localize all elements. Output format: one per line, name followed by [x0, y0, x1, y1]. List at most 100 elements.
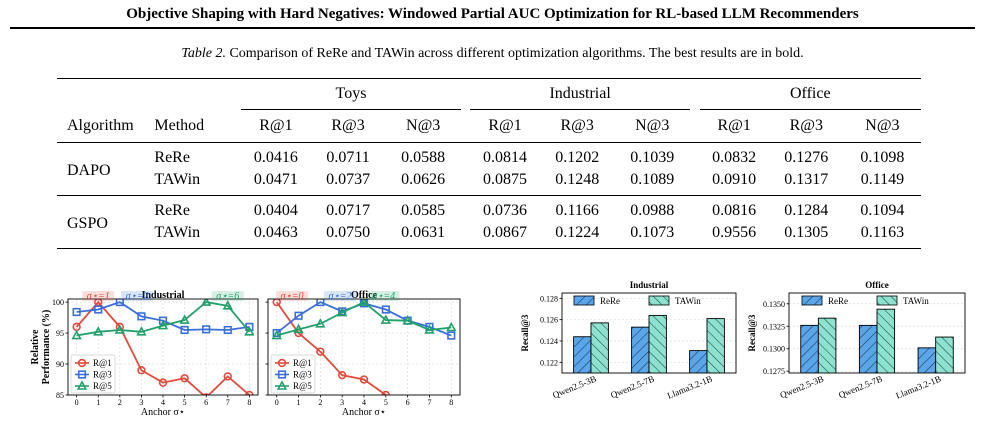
- legend-label: R@5: [93, 381, 112, 391]
- value-cell: 0.0711: [326, 149, 370, 166]
- legend-label: R@1: [93, 358, 112, 368]
- data-point: [358, 299, 370, 306]
- bar-rere: [573, 336, 592, 373]
- data-point: [244, 326, 255, 336]
- x-tick-label: 6: [204, 398, 208, 407]
- group-header-toys: Toys: [241, 79, 461, 110]
- bar-tawin: [648, 314, 667, 373]
- legend-label: TAWin: [903, 296, 929, 306]
- x-tick-label: 3: [340, 398, 344, 407]
- value-cell: 0.1317: [784, 171, 829, 188]
- algorithm-cell: GSPO: [67, 215, 108, 232]
- x-tick-label: 7: [427, 398, 431, 407]
- x-tick-label: Llama3.2-1B: [894, 374, 942, 401]
- y-axis-label: Recall@3: [520, 314, 530, 351]
- algorithm-cell: DAPO: [67, 162, 111, 179]
- bar-tawin: [706, 318, 725, 373]
- y-axis-label: Recall@3: [747, 314, 757, 351]
- bar-tawin: [590, 322, 609, 373]
- bar-chart-industrial: Qwen2.5-3B Qwen2.5-7B Llama3.2-1B 0.122 0.12…: [520, 280, 737, 401]
- value-cell: 0.0471: [253, 171, 298, 188]
- x-tick-label: 2: [118, 398, 122, 407]
- table-caption: Table 2. Comparison of ReRe and TAWin ac…: [0, 46, 985, 62]
- value-cell: 0.0875: [483, 171, 528, 188]
- results-table: Toys Industrial Office Algorithm Method …: [57, 78, 921, 249]
- legend-marker: [77, 358, 87, 368]
- data-point: [448, 410, 455, 417]
- data-point: [359, 375, 369, 384]
- anchor-annotation: σ⋆=6: [216, 291, 239, 302]
- data-point: [316, 299, 325, 307]
- chart-title: Office: [865, 280, 888, 290]
- data-point: [315, 318, 326, 328]
- legend-swatch: [876, 295, 898, 306]
- series-line-r1: [75, 300, 250, 395]
- x-axis-label: Anchor σ⋆: [342, 407, 386, 418]
- value-cell: 0.0416: [253, 149, 298, 166]
- data-point: [380, 314, 391, 324]
- value-cell: 0.0588: [401, 149, 446, 166]
- y-tick-label: 0.1350: [763, 300, 785, 309]
- data-point: [272, 299, 281, 307]
- x-tick-label: 7: [226, 398, 230, 407]
- data-point: [72, 307, 81, 317]
- value-cell: 0.1039: [630, 149, 675, 166]
- x-tick-label: Qwen2.5-7B: [837, 374, 884, 401]
- data-point: [223, 325, 232, 335]
- value-cell: 0.1276: [784, 149, 829, 166]
- value-cell: 0.0717: [326, 202, 371, 219]
- line-chart-industrial: 0 1 2 3 4 5 6 7 8 85 90 95 100 Industrial σ⋆=1 σ⋆=2 σ⋆=6…: [30, 290, 259, 418]
- x-tick-label: 8: [449, 398, 453, 407]
- value-cell: 0.0737: [326, 171, 371, 188]
- data-point: [114, 324, 125, 334]
- method-cell: TAWin: [154, 171, 201, 188]
- value-cell: 0.0816: [712, 202, 757, 219]
- value-cell: 0.0814: [483, 149, 528, 166]
- data-point: [446, 321, 457, 332]
- bar-tawin: [876, 308, 896, 373]
- anchor-annotation: σ⋆=4: [372, 291, 395, 302]
- method-cell: ReRe: [154, 202, 190, 219]
- anchor-annotation: σ⋆=0: [281, 291, 304, 302]
- bar-chart-office: Qwen2.5-3B Qwen2.5-7B Llama3.2-1B 0.1275 0.1…: [747, 280, 966, 401]
- group-header-industrial: Industrial: [470, 79, 690, 110]
- data-point: [202, 325, 211, 334]
- x-tick-label: 0: [75, 398, 79, 407]
- legend-label: TAWin: [675, 296, 701, 306]
- data-point: [93, 326, 104, 336]
- x-tick-label: 2: [318, 398, 322, 407]
- table-row: GSPO ReRe 0.0404 0.0717 0.0585 0.0736 0.1166 0.…: [57, 196, 921, 232]
- series-line-r1: [275, 301, 390, 395]
- data-point: [223, 372, 232, 381]
- line-chart-office: 0 1 2 3 4 5 6 7 8 Office σ⋆=0 σ⋆=2 σ⋆=4 Anchor σ⋆ R@1 R…: [265, 290, 461, 418]
- data-point: [447, 331, 456, 340]
- legend-swatch: [648, 295, 670, 306]
- data-point: [157, 319, 169, 330]
- value-cell: 0.0404: [253, 202, 298, 219]
- y-tick-label: 0.122: [540, 358, 558, 367]
- value-cell: 0.1202: [555, 149, 600, 166]
- data-point: [158, 316, 168, 325]
- table-row: TAWin 0.0463 0.0750 0.0631 0.0867 0.1224 0.107…: [57, 222, 921, 248]
- running-title: Objective Shaping with Hard Negatives: W…: [126, 6, 859, 22]
- group-header-office: Office: [699, 79, 921, 110]
- value-cell: 0.1073: [630, 224, 675, 241]
- legend-label: ReRe: [828, 296, 848, 306]
- value-cell: 0.1166: [555, 202, 599, 219]
- data-point: [337, 370, 347, 380]
- chart-title: Office: [351, 290, 378, 301]
- value-cell: 0.1149: [860, 171, 905, 188]
- x-tick-label: Qwen2.5-7B: [609, 374, 656, 401]
- data-point: [115, 299, 124, 307]
- x-tick-label: 4: [362, 398, 366, 407]
- series-line-r3: [276, 301, 452, 337]
- col-header-metric: N@3: [843, 109, 921, 143]
- anchor-annotation: σ⋆=2: [329, 291, 352, 302]
- data-point: [180, 325, 189, 335]
- y-tick-label: 85: [56, 391, 64, 400]
- legend-label: R@1: [293, 358, 312, 368]
- y-axis-label: RelativePerformance (%): [30, 310, 52, 385]
- data-point: [316, 347, 325, 356]
- x-tick-label: 5: [384, 398, 388, 407]
